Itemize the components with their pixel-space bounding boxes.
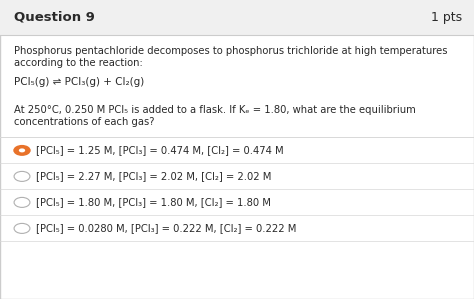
Text: concentrations of each gas?: concentrations of each gas? (14, 117, 155, 127)
Circle shape (14, 197, 30, 208)
Circle shape (14, 223, 30, 234)
Text: PCl₅(g) ⇌ PCl₃(g) + Cl₂(g): PCl₅(g) ⇌ PCl₃(g) + Cl₂(g) (14, 77, 144, 87)
Circle shape (13, 145, 31, 156)
Text: 1 pts: 1 pts (431, 11, 462, 24)
Text: Question 9: Question 9 (14, 11, 95, 24)
Text: Phosphorus pentachloride decomposes to phosphorus trichloride at high temperatur: Phosphorus pentachloride decomposes to p… (14, 46, 447, 56)
Circle shape (14, 171, 30, 181)
Text: [PCl₅] = 1.25 M, [PCl₃] = 0.474 M, [Cl₂] = 0.474 M: [PCl₅] = 1.25 M, [PCl₃] = 0.474 M, [Cl₂]… (36, 145, 283, 155)
Bar (0, 0, 474, 35)
Text: [PCl₅] = 0.0280 M, [PCl₃] = 0.222 M, [Cl₂] = 0.222 M: [PCl₅] = 0.0280 M, [PCl₃] = 0.222 M, [Cl… (36, 223, 296, 234)
Text: At 250°C, 0.250 M PCl₅ is added to a flask. If Kₑ = 1.80, what are the equilibri: At 250°C, 0.250 M PCl₅ is added to a fla… (14, 105, 416, 115)
Text: [PCl₅] = 2.27 M, [PCl₃] = 2.02 M, [Cl₂] = 2.02 M: [PCl₅] = 2.27 M, [PCl₃] = 2.02 M, [Cl₂] … (36, 171, 272, 181)
Circle shape (19, 148, 25, 152)
Text: [PCl₅] = 1.80 M, [PCl₃] = 1.80 M, [Cl₂] = 1.80 M: [PCl₅] = 1.80 M, [PCl₃] = 1.80 M, [Cl₂] … (36, 197, 271, 208)
Text: according to the reaction:: according to the reaction: (14, 58, 143, 68)
